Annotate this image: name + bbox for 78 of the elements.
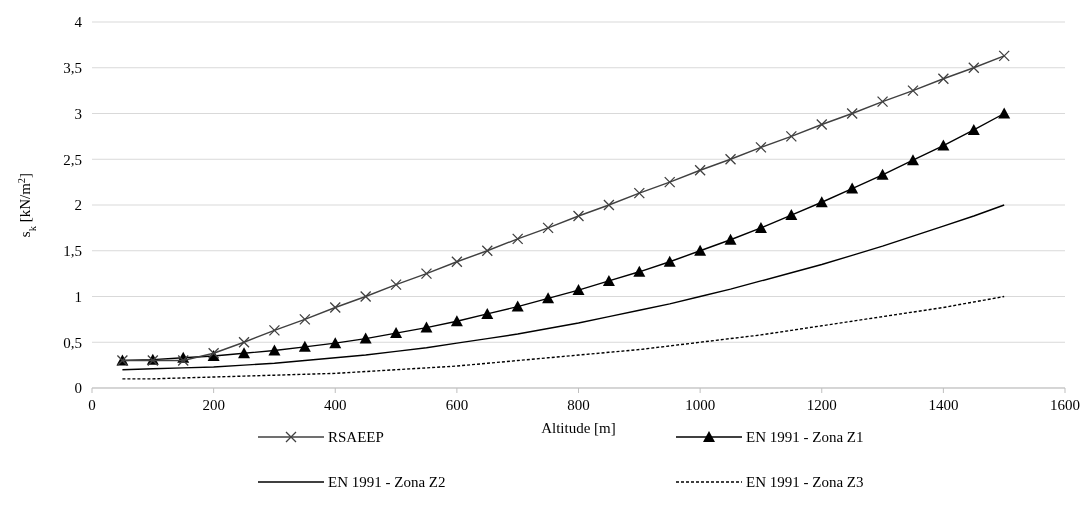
point [329, 301, 341, 314]
point [998, 50, 1010, 62]
y-tick-label: 0,5 [63, 334, 82, 351]
line-series [121, 204, 1005, 371]
point [572, 284, 585, 296]
x-tick-label: 1600 [1050, 397, 1080, 413]
point [572, 210, 585, 222]
point [268, 344, 281, 356]
x-tick-label: 0 [88, 397, 96, 413]
x-tick-label: 1400 [928, 397, 959, 413]
point [329, 337, 342, 349]
point [602, 274, 615, 286]
point [420, 321, 433, 333]
point [694, 164, 706, 176]
point [876, 95, 889, 108]
y-tick-label: 4 [74, 14, 83, 31]
point [937, 73, 950, 85]
point [755, 141, 767, 154]
point [633, 187, 645, 199]
y-tick-label: 3 [74, 105, 82, 122]
point [937, 139, 950, 151]
point [724, 233, 737, 245]
x-tick-label: 800 [567, 397, 590, 413]
y-tick-label: 3,5 [63, 60, 82, 76]
legend-label: EN 1991 - Zona Z2 [328, 474, 446, 491]
point [299, 313, 311, 326]
point [664, 176, 676, 188]
x-tick-label: 600 [445, 397, 469, 413]
point [542, 222, 554, 234]
x-axis-title: Altitude [m] [541, 420, 616, 436]
point [846, 182, 859, 194]
x-tick-label: 1200 [806, 397, 837, 413]
point [633, 265, 646, 277]
point [694, 244, 707, 256]
point [451, 256, 463, 268]
x-tick-label: 1000 [685, 397, 716, 413]
point [906, 154, 919, 166]
legend-label: RSAEEP [328, 429, 384, 446]
point [754, 221, 767, 233]
legend-label: EN 1991 - Zona Z1 [746, 429, 864, 446]
point [390, 327, 403, 339]
point [785, 209, 798, 221]
point [816, 118, 828, 131]
point [724, 153, 737, 165]
x-tick-label: 400 [324, 397, 347, 413]
point [846, 107, 858, 120]
point [481, 307, 494, 319]
point [967, 123, 980, 135]
point [907, 84, 919, 97]
point [238, 347, 251, 359]
y-tick-label: 1,5 [63, 243, 82, 259]
y-tick-label: 1 [74, 288, 82, 305]
point [785, 130, 797, 143]
y-tick-label: 2,5 [63, 151, 82, 168]
y-tick-label: 2 [74, 197, 82, 214]
point [876, 168, 889, 180]
point [177, 354, 189, 367]
point [298, 340, 311, 352]
legend-label: EN 1991 - Zona Z3 [746, 474, 864, 491]
point [360, 290, 372, 303]
point [968, 62, 980, 74]
point [998, 107, 1011, 119]
point [815, 196, 828, 208]
point [268, 324, 281, 336]
point [238, 336, 250, 348]
line-series [121, 295, 1005, 380]
point [359, 332, 372, 344]
point [663, 255, 676, 267]
point [511, 300, 524, 312]
point [390, 278, 402, 291]
point [481, 245, 493, 257]
point [542, 292, 555, 304]
y-tick-label: 0 [74, 380, 82, 397]
point [603, 199, 615, 211]
x-tick-label: 200 [202, 397, 225, 413]
point [512, 233, 524, 245]
point [450, 315, 463, 327]
point [420, 267, 433, 280]
